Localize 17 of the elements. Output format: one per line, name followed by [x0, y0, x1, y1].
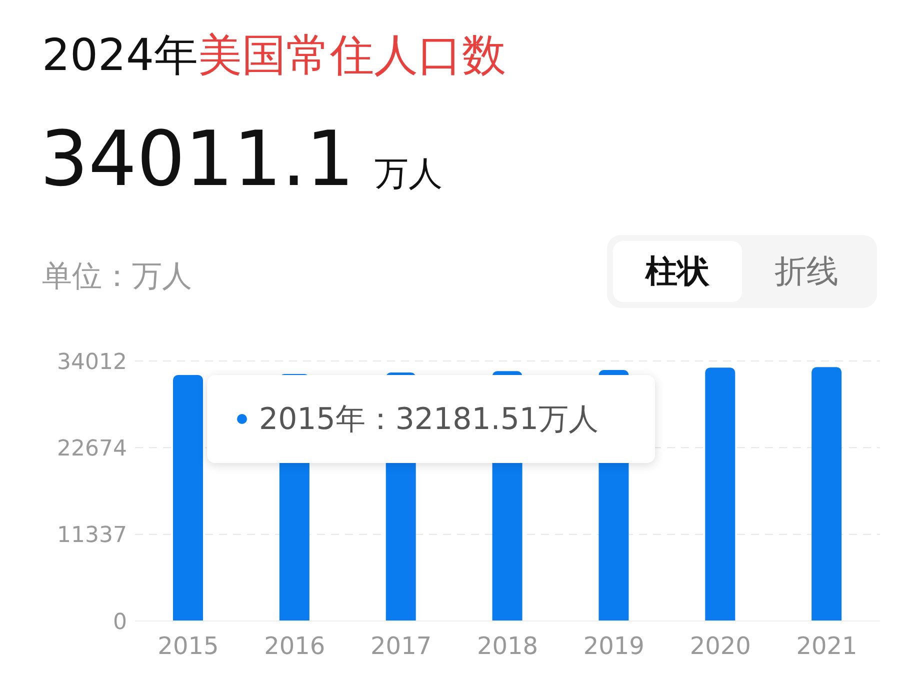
- y-tick-label: 0: [113, 610, 127, 635]
- annotation: 2015年：32181.51万人: [259, 400, 598, 438]
- x-tick-label: 2019: [583, 632, 644, 660]
- x-tick-label: 2016: [264, 632, 326, 660]
- x-tick-label: 2021: [796, 632, 858, 660]
- chart-title: 2024年美国常住人口数: [42, 30, 506, 81]
- x-tick-label: 2018: [476, 632, 538, 660]
- x-tick-label: 2017: [370, 632, 432, 660]
- chart-subtitle: 34011.1 万人: [40, 114, 442, 203]
- y-axis-title: 单位：万人: [42, 258, 192, 296]
- y-tick-label: 22674: [57, 436, 127, 462]
- y-tick-label: 34012: [57, 350, 127, 375]
- y-tick-label: 11337: [57, 523, 127, 548]
- tooltip-box: 2015年：32181.51万人: [207, 375, 655, 463]
- x-tick-label: 2020: [690, 632, 751, 660]
- view-toggle: 柱状 折线: [607, 235, 877, 308]
- x-tick-label: 2015: [158, 632, 219, 660]
